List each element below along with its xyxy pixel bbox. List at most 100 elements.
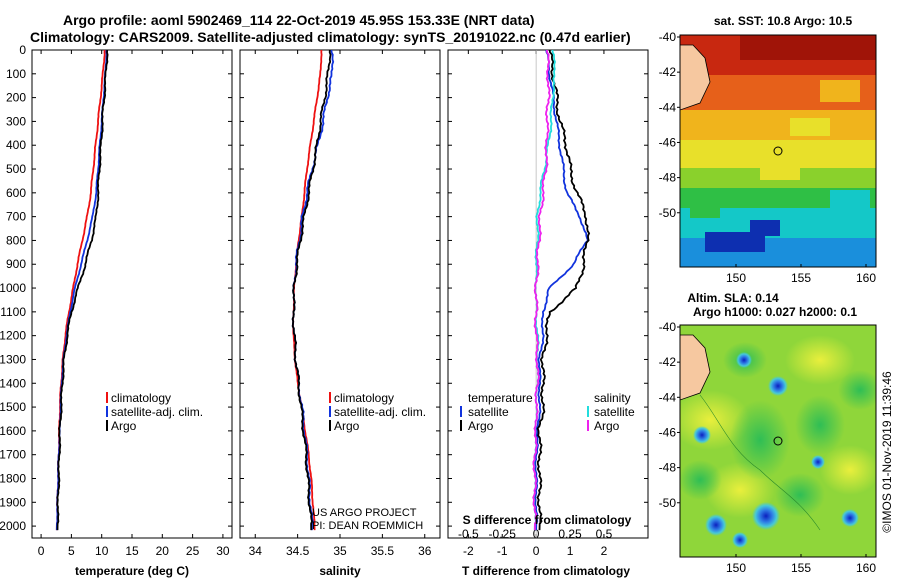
map-x-tick-label: 150 bbox=[726, 561, 746, 575]
series-line-t-argo bbox=[536, 49, 591, 531]
map-y-tick-label: -46 bbox=[659, 135, 677, 149]
difference-panel-frame bbox=[447, 49, 649, 539]
sla-map-title-1: Altim. SLA: 0.14 bbox=[687, 291, 779, 305]
difference-legend: temperature satellite Argo salinity sate… bbox=[460, 391, 635, 433]
difference-top-label: S difference from climatology bbox=[463, 513, 632, 527]
x-tick-label: 1 bbox=[567, 544, 574, 558]
depth-axis: 0 100 200 300 400 500 600 700 800 900 1000 1100 1200… bbox=[0, 43, 648, 533]
map-x-tick-label: 155 bbox=[791, 271, 811, 285]
depth-tick-label: 1600 bbox=[0, 424, 26, 438]
temperature-panel-frame bbox=[31, 49, 233, 539]
x-tick-label: 0 bbox=[533, 544, 540, 558]
watermark-pi: PI: DEAN ROEMMICH bbox=[312, 520, 423, 532]
legend-climatology-label: climatology bbox=[111, 391, 171, 405]
sst-map-title: sat. SST: 10.8 Argo: 10.5 bbox=[714, 14, 853, 28]
x-tick-label: 15 bbox=[125, 544, 139, 558]
x-tick-label: 0 bbox=[38, 544, 45, 558]
x-top-tick-label: 0.5 bbox=[596, 527, 613, 541]
temperature-plot: 0 5 10 15 20 25 30 bbox=[38, 49, 230, 558]
series-line-argo bbox=[291, 49, 332, 531]
depth-tick-label: 700 bbox=[6, 210, 26, 224]
legend-s-argo-label: Argo bbox=[594, 419, 620, 433]
temperature-legend: climatology satellite-adj. clim. Argo bbox=[106, 391, 203, 433]
map-y-tick-label: -50 bbox=[659, 496, 677, 510]
series-line-t-satellite bbox=[533, 49, 590, 531]
salinity-plot: 34 34.5 35 35.5 36 bbox=[249, 49, 432, 558]
map-y-tick-label: -42 bbox=[659, 355, 677, 369]
depth-tick-label: 100 bbox=[6, 67, 26, 81]
legend-argo-label: Argo bbox=[334, 419, 360, 433]
map-y-tick-label: -40 bbox=[659, 30, 677, 44]
map-y-tick-label: -42 bbox=[659, 65, 677, 79]
salinity-xlabel: salinity bbox=[319, 564, 361, 578]
depth-tick-label: 1200 bbox=[0, 329, 26, 343]
legend-satellite-label: satellite-adj. clim. bbox=[334, 405, 426, 419]
depth-tick-label: 900 bbox=[6, 257, 26, 271]
title-line-2: Climatology: CARS2009. Satellite-adjuste… bbox=[30, 29, 631, 45]
sla-map-image bbox=[680, 325, 876, 557]
x-tick-label: -2 bbox=[463, 544, 474, 558]
legend-salinity-title: salinity bbox=[594, 391, 631, 405]
depth-tick-label: 400 bbox=[6, 138, 26, 152]
sla-map-title-2: Argo h1000: 0.027 h2000: 0.1 bbox=[693, 305, 857, 319]
map-y-tick-label: -40 bbox=[659, 320, 677, 334]
x-tick-label: 10 bbox=[95, 544, 109, 558]
depth-tick-label: 1700 bbox=[0, 448, 26, 462]
sst-map-frame bbox=[679, 34, 877, 268]
depth-tick-label: 800 bbox=[6, 233, 26, 247]
x-tick-label: 25 bbox=[186, 544, 200, 558]
depth-tick-label: 600 bbox=[6, 186, 26, 200]
x-tick-label: 2 bbox=[601, 544, 608, 558]
map-y-tick-label: -48 bbox=[659, 171, 677, 185]
sst-map-axes: -40 -42 -44 -46 -48 -50 150 155 160 bbox=[659, 30, 877, 285]
title-line-1: Argo profile: aoml 5902469_114 22-Oct-20… bbox=[63, 12, 535, 28]
float-position-marker bbox=[773, 146, 783, 156]
map-x-tick-label: 150 bbox=[726, 271, 746, 285]
legend-climatology-label: climatology bbox=[334, 391, 394, 405]
x-tick-label: 34 bbox=[249, 544, 263, 558]
depth-tick-label: 1000 bbox=[0, 281, 26, 295]
land-tasmania bbox=[680, 44, 711, 111]
x-top-tick-label: 0.25 bbox=[558, 527, 582, 541]
map-y-tick-label: -46 bbox=[659, 425, 677, 439]
legend-argo-label: Argo bbox=[111, 419, 137, 433]
legend-t-satellite-label: satellite bbox=[468, 405, 509, 419]
legend-temperature-title: temperature bbox=[468, 391, 533, 405]
depth-tick-label: 1100 bbox=[0, 305, 26, 319]
depth-tick-label: 1900 bbox=[0, 495, 26, 509]
series-line-s-argo bbox=[532, 49, 551, 531]
map-x-tick-label: 160 bbox=[856, 271, 876, 285]
watermark-project: US ARGO PROJECT bbox=[312, 507, 417, 519]
land-tasmania bbox=[680, 334, 711, 401]
x-tick-label: 20 bbox=[156, 544, 170, 558]
depth-tick-label: 1500 bbox=[0, 400, 26, 414]
x-tick-label: 34.5 bbox=[286, 544, 310, 558]
temperature-xlabel: temperature (deg C) bbox=[75, 564, 189, 578]
salinity-panel-frame bbox=[239, 49, 441, 539]
series-line-climatology bbox=[55, 49, 106, 531]
float-position-marker bbox=[773, 436, 783, 446]
x-tick-label: 36 bbox=[418, 544, 432, 558]
series-line-argo bbox=[56, 49, 109, 531]
x-tick-label: 35.5 bbox=[371, 544, 395, 558]
map-x-tick-label: 155 bbox=[791, 561, 811, 575]
depth-tick-label: 500 bbox=[6, 162, 26, 176]
x-tick-label: -1 bbox=[497, 544, 508, 558]
x-tick-label: 5 bbox=[68, 544, 75, 558]
depth-tick-label: 200 bbox=[6, 91, 26, 105]
series-line-satellite-adj-clim- bbox=[55, 49, 108, 531]
legend-t-argo-label: Argo bbox=[468, 419, 494, 433]
map-y-tick-label: -44 bbox=[659, 390, 677, 404]
x-top-tick-label: -0.25 bbox=[489, 527, 517, 541]
legend-s-satellite-label: satellite bbox=[594, 405, 635, 419]
sla-map-frame bbox=[679, 324, 877, 558]
map-y-tick-label: -44 bbox=[659, 100, 677, 114]
map-y-tick-label: -48 bbox=[659, 461, 677, 475]
legend-satellite-label: satellite-adj. clim. bbox=[111, 405, 203, 419]
map-x-tick-label: 160 bbox=[856, 561, 876, 575]
difference-plot: -2 -1 0 1 2-0.5 -0.25 0 0.25 0.5 bbox=[458, 49, 613, 558]
x-tick-label: 35 bbox=[333, 544, 347, 558]
depth-tick-label: 0 bbox=[19, 43, 26, 57]
sla-map-axes: -40 -42 -44 -46 -48 -50 150 155 160 bbox=[659, 320, 877, 575]
